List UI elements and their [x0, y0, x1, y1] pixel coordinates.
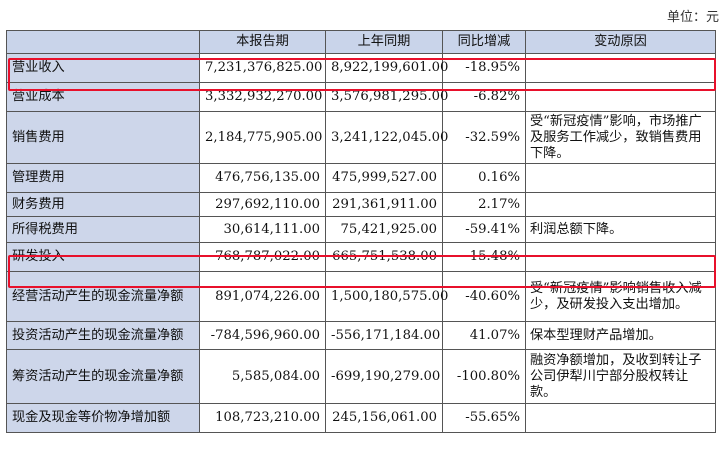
row-current: 2,184,775,905.00 [199, 111, 326, 164]
table-row: 经营活动产生的现金流量净额 891,074,226.00 1,500,180,5… [6, 271, 716, 322]
table-row: 投资活动产生的现金流量净额 -784,596,960.00 -556,171,1… [6, 321, 716, 350]
table-row: 筹资活动产生的现金流量净额 5,585,084.00 -699,190,279.… [6, 349, 716, 404]
row-current: 768,787,022.00 [199, 242, 326, 272]
row-item: 销售费用 [6, 111, 200, 164]
row-item: 营业收入 [6, 53, 200, 83]
row-item: 投资活动产生的现金流量净额 [6, 321, 200, 350]
row-reason [525, 192, 716, 217]
row-reason: 利润总额下降。 [525, 216, 716, 243]
row-reason [525, 242, 716, 272]
row-change: -32.59% [442, 111, 526, 164]
row-previous: 291,361,911.00 [325, 192, 443, 217]
table-row: 现金及现金等价物净增加额 108,723,210.00 245,156,061.… [6, 403, 716, 433]
row-reason: 融资净额增加，及收到转让子公司伊犁川宁部分股权转让款。 [525, 349, 716, 404]
row-change: 2.17% [442, 192, 526, 217]
header-reason: 变动原因 [525, 30, 716, 54]
header-change: 同比增减 [442, 30, 526, 54]
row-current: 7,231,376,825.00 [199, 53, 326, 83]
header-current-period: 本报告期 [199, 30, 326, 54]
table-row: 研发投入 768,787,022.00 665,751,538.00 15.48… [6, 242, 716, 272]
row-change: -59.41% [442, 216, 526, 243]
table-header-row: 本报告期 上年同期 同比增减 变动原因 [6, 30, 716, 54]
row-current: 3,332,932,270.00 [199, 82, 326, 112]
unit-label: 单位：元 [666, 10, 719, 25]
header-previous-period: 上年同期 [325, 30, 443, 54]
row-current: 891,074,226.00 [199, 271, 326, 322]
row-previous: -556,171,184.00 [325, 321, 443, 350]
table-row: 所得税费用 30,614,111.00 75,421,925.00 -59.41… [6, 216, 716, 243]
row-item: 筹资活动产生的现金流量净额 [6, 349, 200, 404]
row-change: 41.07% [442, 321, 526, 350]
row-previous: 75,421,925.00 [325, 216, 443, 243]
row-previous: 665,751,538.00 [325, 242, 443, 272]
row-reason [525, 82, 716, 112]
row-item: 营业成本 [6, 82, 200, 112]
financial-table: 本报告期 上年同期 同比增减 变动原因 营业收入 7,231,376,825.0… [6, 30, 716, 433]
row-current: 30,614,111.00 [199, 216, 326, 243]
table-row: 营业收入 7,231,376,825.00 8,922,199,601.00 -… [6, 53, 716, 83]
row-previous: 8,922,199,601.00 [325, 53, 448, 83]
row-current: 5,585,084.00 [199, 349, 326, 404]
row-reason [525, 403, 716, 433]
row-item: 所得税费用 [6, 216, 200, 243]
row-change: -55.65% [442, 403, 526, 433]
row-reason: 受“新冠疫情”影响，市场推广及服务工作减少，致销售费用下降。 [525, 111, 716, 164]
row-item: 财务费用 [6, 192, 200, 217]
row-current: 476,756,135.00 [199, 163, 326, 193]
row-change: -100.80% [442, 349, 526, 404]
row-reason [525, 53, 716, 83]
table-row: 营业成本 3,332,932,270.00 3,576,981,295.00 -… [6, 82, 716, 112]
row-change: -40.60% [442, 271, 526, 322]
row-change: -18.95% [442, 53, 526, 83]
header-item [6, 30, 200, 54]
row-reason: 受“新冠疫情”影响销售收入减少，及研发投入支出增加。 [525, 271, 716, 322]
row-change: -6.82% [442, 82, 526, 112]
row-item: 研发投入 [6, 242, 200, 272]
row-reason: 保本型理财产品增加。 [525, 321, 716, 350]
row-previous: 3,241,122,045.00 [325, 111, 448, 164]
row-item: 现金及现金等价物净增加额 [6, 403, 200, 433]
row-previous: 1,500,180,575.00 [325, 271, 448, 322]
table-row: 销售费用 2,184,775,905.00 3,241,122,045.00 -… [6, 111, 716, 164]
row-change: 15.48% [442, 242, 526, 272]
table-row: 财务费用 297,692,110.00 291,361,911.00 2.17% [6, 192, 716, 217]
row-previous: 3,576,981,295.00 [325, 82, 448, 112]
row-current: -784,596,960.00 [199, 321, 326, 350]
table-row: 管理费用 476,756,135.00 475,999,527.00 0.16% [6, 163, 716, 193]
row-previous: 245,156,061.00 [325, 403, 443, 433]
row-previous: -699,190,279.00 [325, 349, 443, 404]
row-reason [525, 163, 716, 193]
row-item: 管理费用 [6, 163, 200, 193]
row-item: 经营活动产生的现金流量净额 [6, 271, 200, 322]
row-change: 0.16% [442, 163, 526, 193]
row-previous: 475,999,527.00 [325, 163, 443, 193]
row-current: 108,723,210.00 [199, 403, 326, 433]
row-current: 297,692,110.00 [199, 192, 326, 217]
